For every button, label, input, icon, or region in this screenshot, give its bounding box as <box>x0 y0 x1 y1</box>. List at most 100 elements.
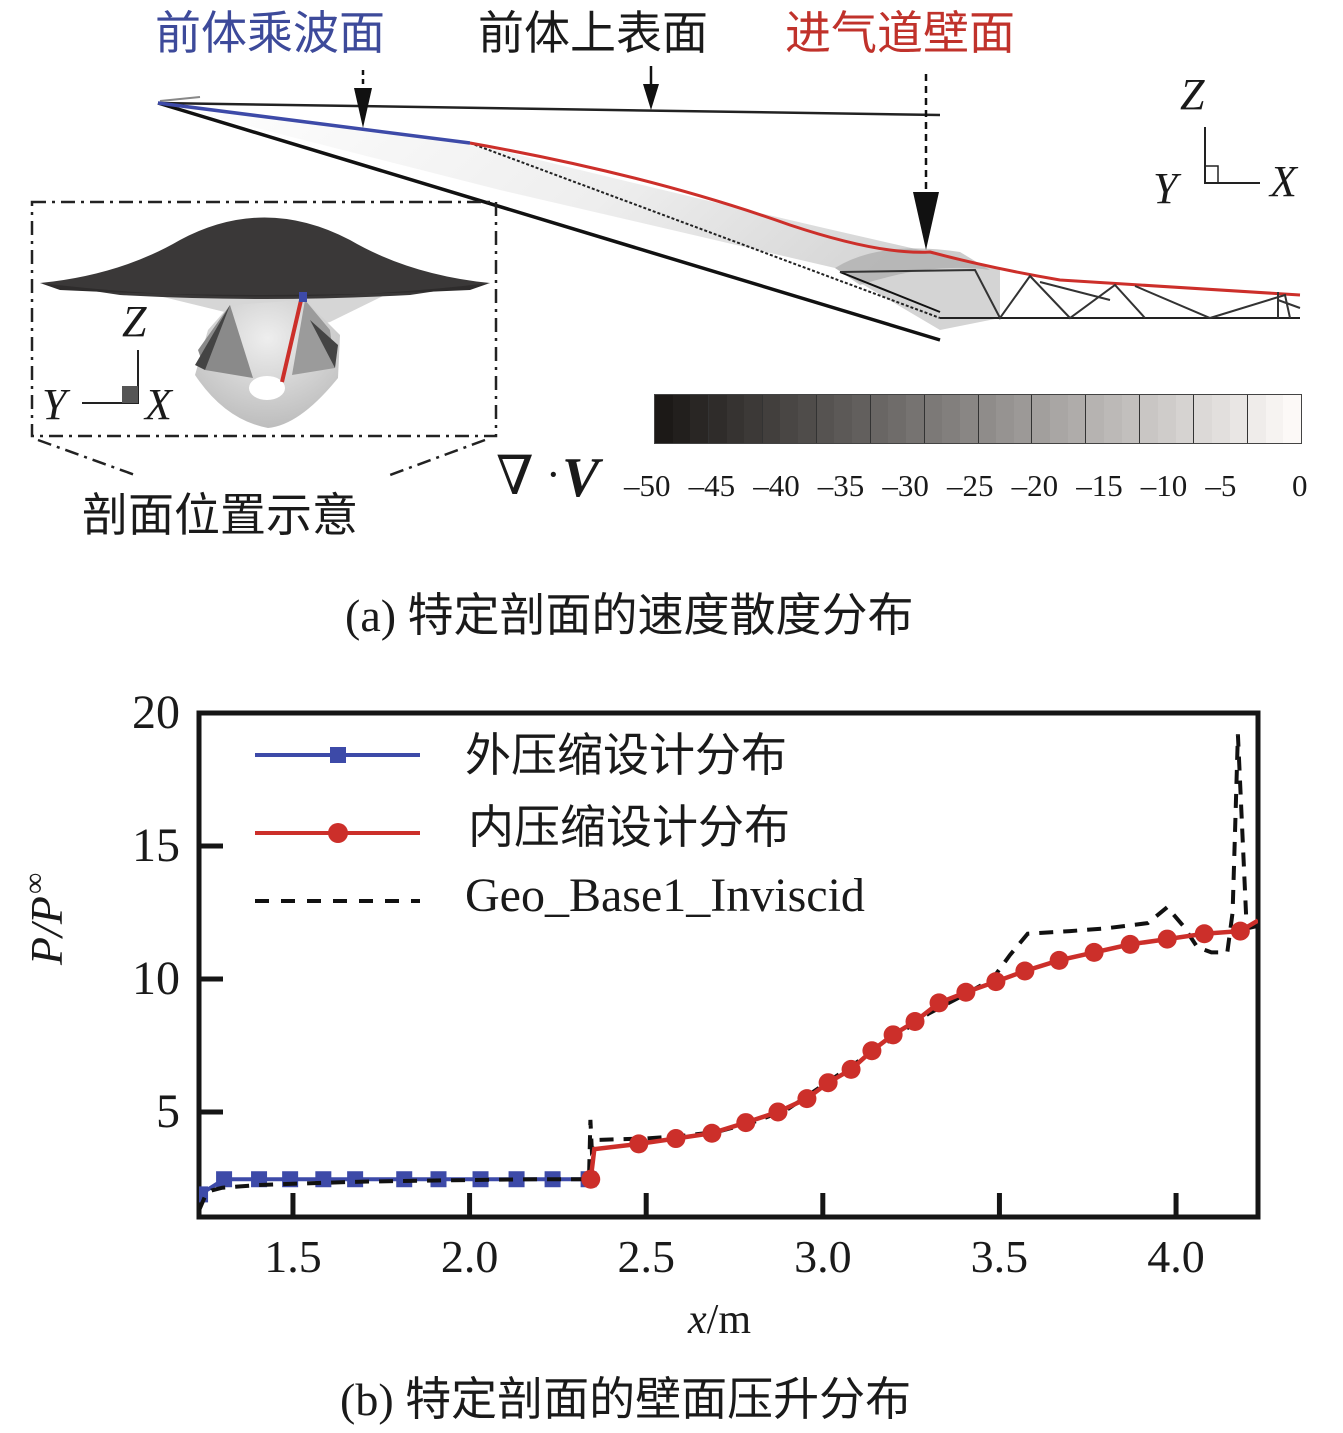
colorbar-level <box>655 395 673 443</box>
series-internal-marker <box>956 982 976 1002</box>
colorbar-tick-label: –25 <box>947 468 994 503</box>
series-internal-marker <box>986 972 1006 992</box>
colorbar-level <box>1265 395 1284 443</box>
flow-field-contour <box>30 66 1301 477</box>
colorbar-level <box>942 395 960 443</box>
colorbar-level <box>1248 395 1266 443</box>
colorbar-level <box>780 395 799 443</box>
colorbar-level <box>1104 395 1122 443</box>
colorbar-level <box>905 395 925 443</box>
colorbar-level <box>1013 395 1033 443</box>
inset-leader-left <box>37 438 136 477</box>
plot-area <box>199 734 1258 1212</box>
colorbar-level <box>726 395 745 443</box>
colorbar-level <box>816 395 835 443</box>
x-tick-label: 2.5 <box>617 1231 675 1282</box>
colorbar-tick-label: –35 <box>817 468 865 503</box>
series-internal-marker <box>1120 934 1140 954</box>
series-internal-marker <box>1194 924 1214 944</box>
axis-x-main: X <box>1270 157 1297 206</box>
y-axis-label: P/P∞ <box>18 873 78 965</box>
axis-y-main: Y <box>1153 164 1178 213</box>
colorbar-level <box>690 395 709 443</box>
series-internal-marker <box>768 1102 788 1122</box>
y-tick-label: 10 <box>132 951 180 1005</box>
series-external-marker <box>347 1171 364 1188</box>
colorbar-level <box>1157 395 1176 443</box>
y-tick-label: 20 <box>132 686 180 739</box>
colorbar-level <box>1175 395 1195 443</box>
colorbar-level <box>924 395 943 443</box>
x-tick-label: 3.0 <box>794 1231 852 1282</box>
series-external-marker <box>199 1186 209 1203</box>
colorbar-level <box>888 395 906 443</box>
y-tick-label: 5 <box>156 1084 180 1138</box>
waverider-line <box>157 101 471 145</box>
colorbar-level <box>996 395 1014 443</box>
arrow-upper-head <box>643 84 659 110</box>
series-internal-marker <box>818 1073 838 1093</box>
series-internal-marker <box>883 1025 903 1045</box>
colorbar-level <box>798 395 817 443</box>
x-tick-label: 2.0 <box>440 1231 499 1282</box>
colorbar-symbol-v: V <box>562 447 600 509</box>
colorbar-level <box>834 395 853 443</box>
colorbar-tick-label: –50 <box>624 468 671 503</box>
colorbar-tick-label: –15 <box>1076 468 1123 503</box>
colorbar-level <box>1032 395 1051 443</box>
compression-region <box>158 103 1000 330</box>
series-internal-marker <box>702 1123 722 1143</box>
series-internal-marker <box>929 993 949 1013</box>
series-internal-marker <box>841 1059 861 1079</box>
legend-marker-external <box>330 747 346 763</box>
axis-z-inset: Z <box>122 297 147 346</box>
x-tick-label: 1.5 <box>264 1231 322 1282</box>
y-axis-label-main: P/P <box>21 896 72 965</box>
series-internal-marker <box>797 1089 817 1109</box>
x-tick-label: 3.5 <box>970 1231 1029 1282</box>
legend-label-internal: 内压缩设计分布 <box>468 802 790 853</box>
inset-leader-right <box>389 438 486 477</box>
axis-x-inset: X <box>145 380 172 429</box>
series-internal-marker <box>1049 950 1069 970</box>
colorbar-level <box>762 395 781 443</box>
series-internal-marker <box>666 1129 686 1149</box>
colorbar-level <box>1121 395 1141 443</box>
inset-caption: 剖面位置示意 <box>82 490 358 541</box>
colorbar-level <box>978 395 997 443</box>
colorbar-tick-label: –30 <box>882 468 929 503</box>
reflected-shocks <box>839 268 1291 320</box>
forebody-lower-line <box>157 101 941 342</box>
legend-label-external: 外压缩设计分布 <box>465 730 787 781</box>
colorbar-level <box>1211 395 1230 443</box>
x-tick-label: 4.0 <box>1147 1231 1205 1282</box>
colorbar-level <box>708 395 727 443</box>
colorbar-level <box>1086 395 1105 443</box>
x-axis-label-unit: /m <box>706 1297 751 1343</box>
colorbar-tick-label: –10 <box>1140 468 1188 503</box>
series-internal-marker <box>581 1169 601 1189</box>
caption-a: (a) 特定剖面的速度散度分布 <box>345 590 914 641</box>
forebody-upper-line <box>157 101 941 117</box>
label-forebody-waverider: 前体乘波面 <box>155 8 385 59</box>
caption-b: (b) 特定剖面的壁面压升分布 <box>340 1374 912 1425</box>
colorbar-tick-label: 0 <box>1292 468 1308 503</box>
colorbar-level <box>672 395 691 443</box>
colorbar-symbol-nabla: ∇ <box>496 446 534 506</box>
axis-z-main: Z <box>1180 70 1205 119</box>
series-internal-marker <box>1015 961 1035 981</box>
axis-y-inset: Y <box>42 380 67 429</box>
colorbar-level <box>1283 395 1302 443</box>
colorbar-level <box>1067 395 1087 443</box>
series-internal-marker <box>1084 942 1104 962</box>
series-internal-marker <box>629 1134 649 1154</box>
legend-marker-internal <box>328 823 348 843</box>
series-internal-marker <box>1157 929 1177 949</box>
colorbar-level <box>1229 395 1249 443</box>
colorbar-tick-label: –40 <box>753 468 800 503</box>
series-internal-marker <box>862 1041 882 1061</box>
colorbar-level <box>744 395 763 443</box>
arrow-inlet-head <box>913 192 939 250</box>
colorbar-level <box>1140 395 1158 443</box>
inset-frame <box>30 200 498 438</box>
